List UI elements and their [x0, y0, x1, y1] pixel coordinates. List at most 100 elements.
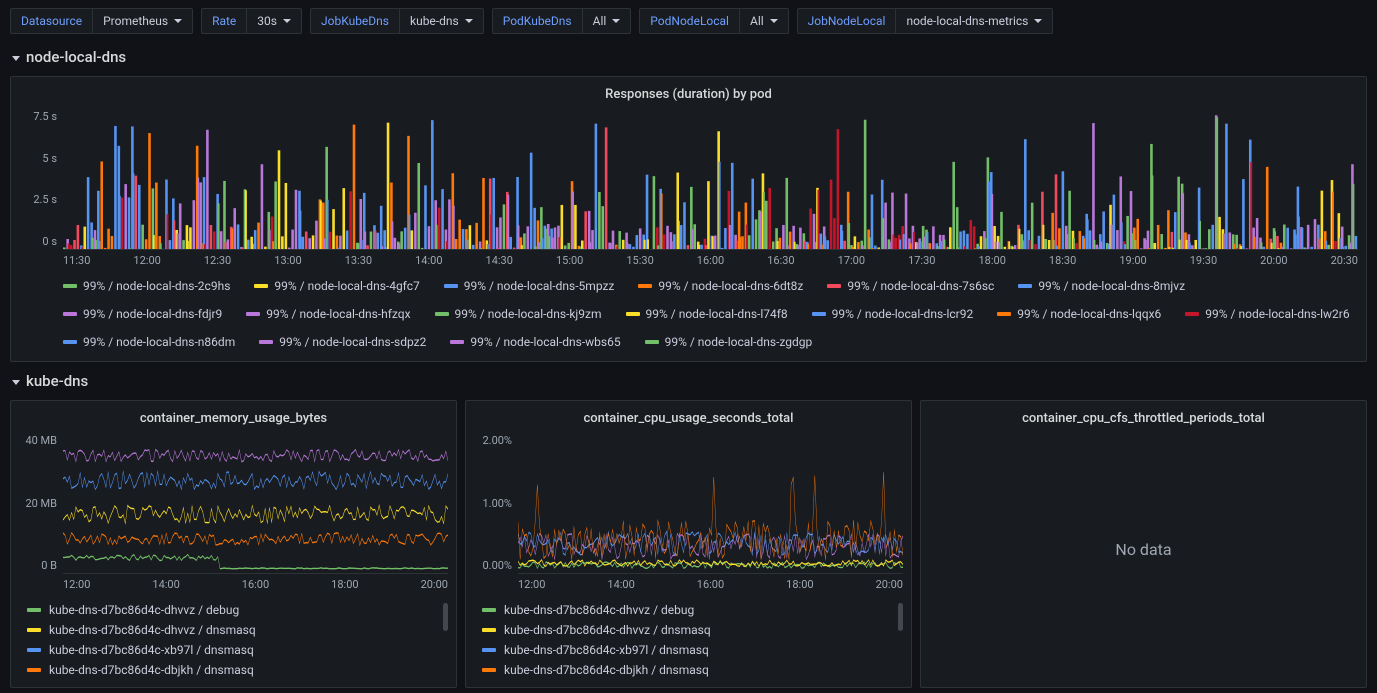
variable-label: Datasource [11, 9, 93, 33]
legend: kube-dns-d7bc86d4c-dhvvz / debug kube-dns… [474, 595, 903, 679]
chevron-down-icon [12, 380, 20, 385]
variable-jobkubedns: JobKubeDnskube-dns [310, 8, 484, 34]
axis-tick-label: 20:00 [876, 578, 903, 591]
x-axis: 12:0014:0016:0018:0020:00 [474, 574, 903, 595]
variable-value-dropdown[interactable]: All [740, 9, 788, 33]
axis-tick-label: 5 s [42, 152, 57, 165]
axis-tick-label: 7.5 s [33, 110, 57, 123]
chevron-down-icon [770, 19, 778, 23]
panel-cfs[interactable]: container_cpu_cfs_throttled_periods_tota… [920, 400, 1367, 688]
panel-responses-by-pod[interactable]: Responses (duration) by pod 7.5 s5 s2.5 … [10, 76, 1367, 362]
axis-tick-label: 18:00 [978, 254, 1005, 267]
variable-label: JobNodeLocal [798, 9, 897, 33]
legend-label: 99% / node-local-dns-8mjvz [1038, 279, 1185, 293]
chart-area: 7.5 s5 s2.5 s0 s [19, 110, 1358, 250]
legend-item[interactable]: 99% / node-local-dns-2c9hs [63, 279, 230, 293]
variable-value-dropdown[interactable]: kube-dns [400, 9, 483, 33]
variable-value-dropdown[interactable]: node-local-dns-metrics [896, 9, 1052, 33]
variable-value-dropdown[interactable]: All [583, 9, 631, 33]
legend-label: kube-dns-d7bc86d4c-dhvvz / debug [504, 603, 694, 617]
legend-label: kube-dns-d7bc86d4c-dhvvz / dnsmasq [504, 623, 711, 637]
axis-tick-label: 20:00 [421, 578, 448, 591]
row-header-node-local-dns[interactable]: node-local-dns [0, 42, 1377, 72]
legend-item[interactable]: 99% / node-local-dns-fdjr9 [63, 307, 222, 321]
plot[interactable] [63, 110, 1358, 250]
legend-label: 99% / node-local-dns-wbs65 [470, 335, 620, 349]
legend-item[interactable]: 99% / node-local-dns-sdpz2 [259, 335, 426, 349]
legend-item[interactable]: 99% / node-local-dns-hfzqx [246, 307, 410, 321]
axis-tick-label: 2.00% [482, 434, 512, 447]
legend-item[interactable]: 99% / node-local-dns-5mpzz [444, 279, 615, 293]
legend-item[interactable]: 99% / node-local-dns-6dt8z [638, 279, 803, 293]
legend-swatch [827, 284, 841, 288]
legend-item[interactable]: kube-dns-d7bc86d4c-dhvvz / dnsmasq [482, 623, 899, 637]
legend-item[interactable]: 99% / node-local-dns-zgdgp [645, 335, 813, 349]
scrollbar-thumb[interactable] [443, 603, 448, 631]
legend-label: 99% / node-local-dns-4gfc7 [274, 279, 419, 293]
plot[interactable] [63, 434, 448, 574]
legend-label: kube-dns-d7bc86d4c-dbjkh / dnsmasq [49, 663, 254, 677]
legend-label: 99% / node-local-dns-lcr92 [832, 307, 974, 321]
legend-item[interactable]: 99% / node-local-dns-7s6sc [827, 279, 994, 293]
axis-tick-label: 20:30 [1331, 254, 1358, 267]
legend-item[interactable]: 99% / node-local-dns-8mjvz [1018, 279, 1185, 293]
axis-tick-label: 16:00 [697, 254, 724, 267]
axis-tick-label: 15:30 [626, 254, 653, 267]
variable-label: JobKubeDns [311, 9, 400, 33]
legend-swatch [450, 340, 464, 344]
axis-tick-label: 14:00 [415, 254, 442, 267]
panel-cpu[interactable]: container_cpu_usage_seconds_total 2.00%1… [465, 400, 912, 688]
legend-item[interactable]: 99% / node-local-dns-lcr92 [812, 307, 974, 321]
x-axis: 12:0014:0016:0018:0020:00 [19, 574, 448, 595]
legend-label: 99% / node-local-dns-5mpzz [464, 279, 615, 293]
legend-label: kube-dns-d7bc86d4c-xb97l / dnsmasq [49, 643, 254, 657]
legend-item[interactable]: 99% / node-local-dns-4gfc7 [254, 279, 419, 293]
plot[interactable] [518, 434, 903, 574]
axis-tick-label: 18:00 [786, 578, 813, 591]
axis-tick-label: 13:00 [274, 254, 301, 267]
legend-swatch [1185, 312, 1199, 316]
axis-tick-label: 16:30 [767, 254, 794, 267]
axis-tick-label: 0 B [41, 559, 57, 572]
row-header-kube-dns[interactable]: kube-dns [0, 366, 1377, 396]
y-axis: 40 MB20 MB0 B [19, 434, 63, 574]
axis-tick-label: 12:00 [133, 254, 160, 267]
axis-tick-label: 12:00 [63, 578, 90, 591]
legend-item[interactable]: 99% / node-local-dns-lw2r6 [1185, 307, 1349, 321]
legend-item[interactable]: 99% / node-local-dns-kj9zm [435, 307, 602, 321]
legend-item[interactable]: 99% / node-local-dns-n86dm [63, 335, 235, 349]
scrollbar-thumb[interactable] [898, 603, 903, 631]
row-title-label: kube-dns [26, 372, 88, 390]
legend-swatch [444, 284, 458, 288]
axis-tick-label: 12:00 [518, 578, 545, 591]
legend-item[interactable]: 99% / node-local-dns-l74f8 [626, 307, 788, 321]
legend-label: kube-dns-d7bc86d4c-dhvvz / debug [49, 603, 239, 617]
legend-item[interactable]: kube-dns-d7bc86d4c-dhvvz / dnsmasq [27, 623, 444, 637]
legend-label: 99% / node-local-dns-l74f8 [646, 307, 788, 321]
variable-value-dropdown[interactable]: Prometheus [93, 9, 192, 33]
legend-swatch [812, 312, 826, 316]
legend-item[interactable]: kube-dns-d7bc86d4c-dhvvz / debug [27, 603, 444, 617]
legend-item[interactable]: kube-dns-d7bc86d4c-xb97l / dnsmasq [27, 643, 444, 657]
panel-title: container_cpu_usage_seconds_total [474, 407, 903, 434]
panel-memory[interactable]: container_memory_usage_bytes 40 MB20 MB0… [10, 400, 457, 688]
variable-label: Rate [202, 9, 247, 33]
chart-area: 2.00%1.00%0.00% [474, 434, 903, 574]
axis-tick-label: 20:00 [1260, 254, 1287, 267]
legend-item[interactable]: kube-dns-d7bc86d4c-xb97l / dnsmasq [482, 643, 899, 657]
legend-swatch [482, 668, 496, 672]
variable-datasource: DatasourcePrometheus [10, 8, 193, 34]
legend-item[interactable]: kube-dns-d7bc86d4c-dbjkh / dnsmasq [27, 663, 444, 677]
y-axis: 7.5 s5 s2.5 s0 s [19, 110, 63, 250]
legend-label: 99% / node-local-dns-6dt8z [658, 279, 803, 293]
axis-tick-label: 17:00 [838, 254, 865, 267]
legend-item[interactable]: kube-dns-d7bc86d4c-dbjkh / dnsmasq [482, 663, 899, 677]
legend-label: 99% / node-local-dns-sdpz2 [279, 335, 426, 349]
legend-item[interactable]: kube-dns-d7bc86d4c-dhvvz / debug [482, 603, 899, 617]
legend-item[interactable]: 99% / node-local-dns-lqqx6 [997, 307, 1161, 321]
variable-jobnodelocal: JobNodeLocalnode-local-dns-metrics [797, 8, 1054, 34]
variable-value-dropdown[interactable]: 30s [247, 9, 301, 33]
legend: kube-dns-d7bc86d4c-dhvvz / debug kube-dns… [19, 595, 448, 679]
legend-label: 99% / node-local-dns-lqqx6 [1017, 307, 1161, 321]
legend-item[interactable]: 99% / node-local-dns-wbs65 [450, 335, 620, 349]
